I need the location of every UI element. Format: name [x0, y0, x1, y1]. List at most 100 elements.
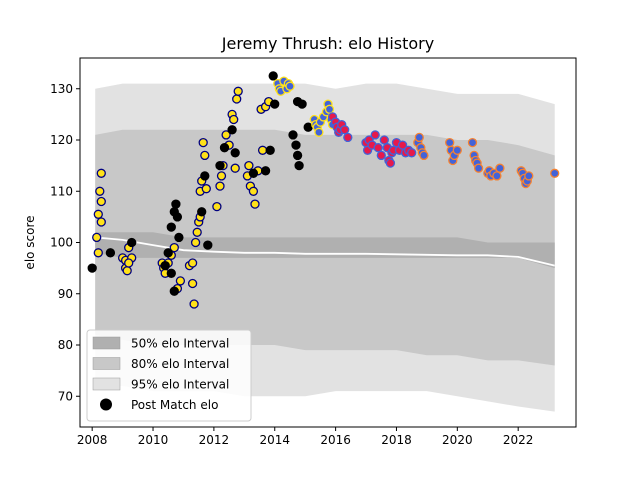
elo-point [169, 242, 179, 253]
elo-point [230, 163, 240, 173]
y-tick-label: 100 [50, 236, 73, 250]
elo-point [248, 186, 259, 196]
elo-point [215, 160, 225, 171]
legend-swatch [92, 336, 121, 350]
elo-point [190, 237, 201, 248]
y-axis-label: elo score [23, 215, 37, 269]
elo-point [244, 160, 254, 171]
elo-point [203, 240, 213, 250]
elo-point [122, 266, 132, 276]
x-tick-label: 2020 [442, 433, 473, 447]
elo-point [292, 150, 303, 161]
x-tick-label: 2010 [138, 433, 169, 447]
elo-point [419, 150, 429, 161]
y-tick-label: 90 [58, 287, 73, 301]
elo-point [314, 127, 324, 137]
elo-point [473, 163, 484, 173]
elo-point [467, 137, 478, 148]
elo-point [297, 99, 307, 109]
elo-point [93, 209, 103, 219]
elo-point [175, 276, 186, 286]
y-tick-label: 130 [50, 82, 73, 96]
legend-label: 50% elo Interval [131, 337, 229, 351]
elo-point [250, 199, 260, 209]
data-points [87, 71, 560, 309]
x-tick-label: 2018 [381, 433, 412, 447]
elo-point [166, 268, 176, 278]
elo-point [96, 217, 106, 227]
legend-label: Post Match elo [131, 398, 218, 412]
elo-point [127, 237, 137, 248]
elo-point [407, 148, 417, 158]
legend-marker [100, 398, 112, 411]
elo-point [370, 130, 380, 140]
elo-point [219, 143, 230, 153]
elo-point [197, 207, 207, 217]
elo-point [294, 160, 304, 171]
elo-point [174, 232, 184, 243]
elo-point [414, 132, 424, 143]
y-tick-label: 120 [50, 133, 73, 147]
elo-point [163, 248, 173, 258]
elo-point [291, 140, 301, 150]
legend-swatch [92, 377, 121, 391]
elo-point [288, 130, 298, 140]
elo-point [96, 196, 106, 207]
elo-point [169, 286, 179, 296]
chart-title: Jeremy Thrush: elo History [221, 34, 434, 53]
elo-point [87, 263, 97, 273]
elo-point [230, 148, 240, 158]
elo-point [187, 258, 198, 268]
elo-point [229, 114, 239, 125]
elo-point [105, 248, 116, 258]
elo-point [397, 140, 408, 150]
elo-point [232, 94, 242, 104]
elo-point [452, 145, 462, 155]
elo-point [201, 184, 211, 194]
legend: 50% elo Interval 80% elo Interval 95% elo … [86, 329, 252, 422]
elo-point [248, 168, 259, 178]
elo-point [376, 150, 386, 161]
x-tick-label: 2012 [199, 433, 230, 447]
elo-point [324, 104, 335, 114]
x-tick-label: 2014 [259, 433, 290, 447]
legend-box [86, 329, 252, 422]
elo-point [212, 201, 222, 212]
elo-point [233, 86, 243, 96]
elo-point [445, 137, 455, 148]
elo-point [92, 232, 102, 243]
elo-point [550, 168, 560, 178]
legend-label: 95% elo Interval [131, 378, 229, 392]
elo-point [124, 258, 134, 268]
elo-point [257, 145, 268, 155]
elo-point [221, 130, 231, 140]
elo-point [200, 150, 210, 161]
elo-point [187, 278, 198, 289]
elo-point [93, 248, 103, 258]
elo-point [303, 122, 313, 132]
legend-swatch [92, 357, 121, 370]
elo-point [215, 181, 225, 191]
elo-point [96, 168, 106, 178]
elo-point [270, 99, 280, 109]
y-tick-label: 110 [50, 184, 73, 198]
y-tick-label: 70 [58, 389, 73, 403]
elo-point [172, 212, 183, 222]
elo-point [340, 125, 350, 135]
elo-point [265, 145, 275, 155]
elo-point [166, 222, 176, 232]
elo-point [268, 71, 278, 81]
x-tick-label: 2016 [320, 433, 351, 447]
x-tick-label: 2008 [77, 433, 108, 447]
elo-point [200, 171, 210, 181]
elo-point [95, 186, 105, 196]
elo-point [216, 171, 227, 181]
elo-point [379, 135, 389, 145]
mean-elo-line [95, 236, 555, 267]
elo-point [524, 171, 534, 181]
x-tick-label: 2022 [503, 433, 534, 447]
elo-point [385, 158, 396, 168]
elo-point [492, 171, 502, 181]
